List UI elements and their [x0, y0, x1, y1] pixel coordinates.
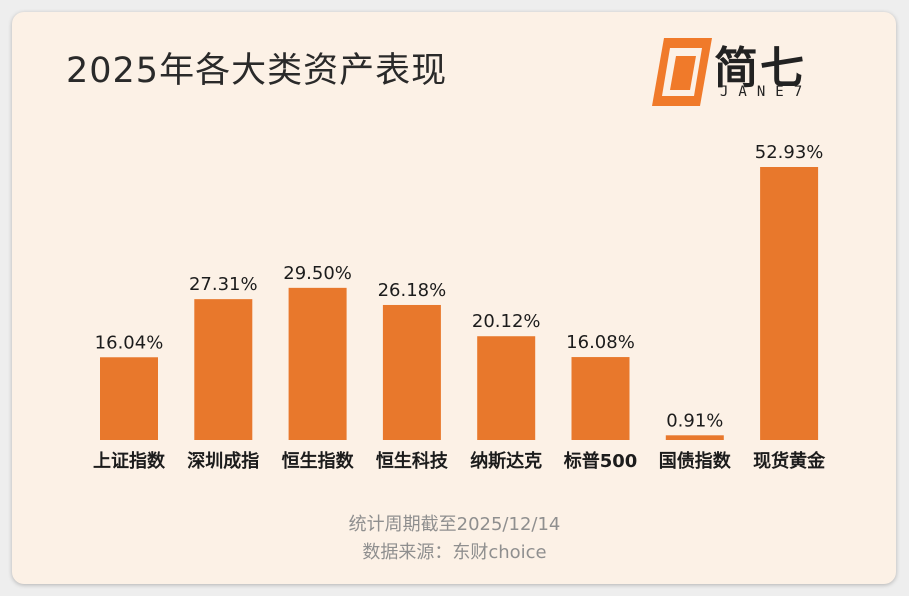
data-label-7: 0.91%: [666, 410, 723, 431]
bar-2: [194, 299, 253, 440]
data-label-3: 29.50%: [283, 263, 352, 284]
footer-period: 统计周期截至2025/12/14: [348, 514, 561, 535]
bar-8: [760, 167, 819, 440]
bar-1: [100, 357, 158, 440]
logo-mark-icon: [652, 38, 712, 106]
bar-5: [477, 336, 536, 440]
category-label-3: 恒生指数: [282, 450, 355, 472]
bar-6: [571, 357, 630, 440]
data-label-2: 27.31%: [189, 274, 258, 295]
chart-card: [12, 12, 896, 584]
bar-3: [288, 287, 347, 440]
data-label-4: 26.18%: [378, 280, 447, 301]
data-label-8: 52.93%: [755, 142, 824, 163]
category-label-7: 国债指数: [659, 450, 732, 472]
bar-7: [665, 435, 724, 440]
category-label-8: 现货黄金: [753, 450, 826, 472]
category-label-6: 标普500: [563, 450, 638, 472]
data-label-1: 16.04%: [95, 332, 164, 353]
chart-title: 2025年各大类资产表现: [66, 51, 448, 91]
data-label-5: 20.12%: [472, 311, 541, 332]
data-label-6: 16.08%: [566, 332, 635, 353]
logo-text-cn: 简七: [714, 43, 806, 94]
category-label-1: 上证指数: [93, 450, 166, 472]
bar-4: [382, 304, 441, 440]
category-label-4: 恒生科技: [376, 450, 449, 472]
logo-text-en: JANE7: [720, 84, 813, 100]
footer-source: 数据来源：东财choice: [362, 542, 547, 563]
category-label-2: 深圳成指: [187, 450, 259, 472]
category-label-5: 纳斯达克: [470, 450, 542, 472]
brand-logo: 简七 JANE7: [650, 36, 850, 108]
